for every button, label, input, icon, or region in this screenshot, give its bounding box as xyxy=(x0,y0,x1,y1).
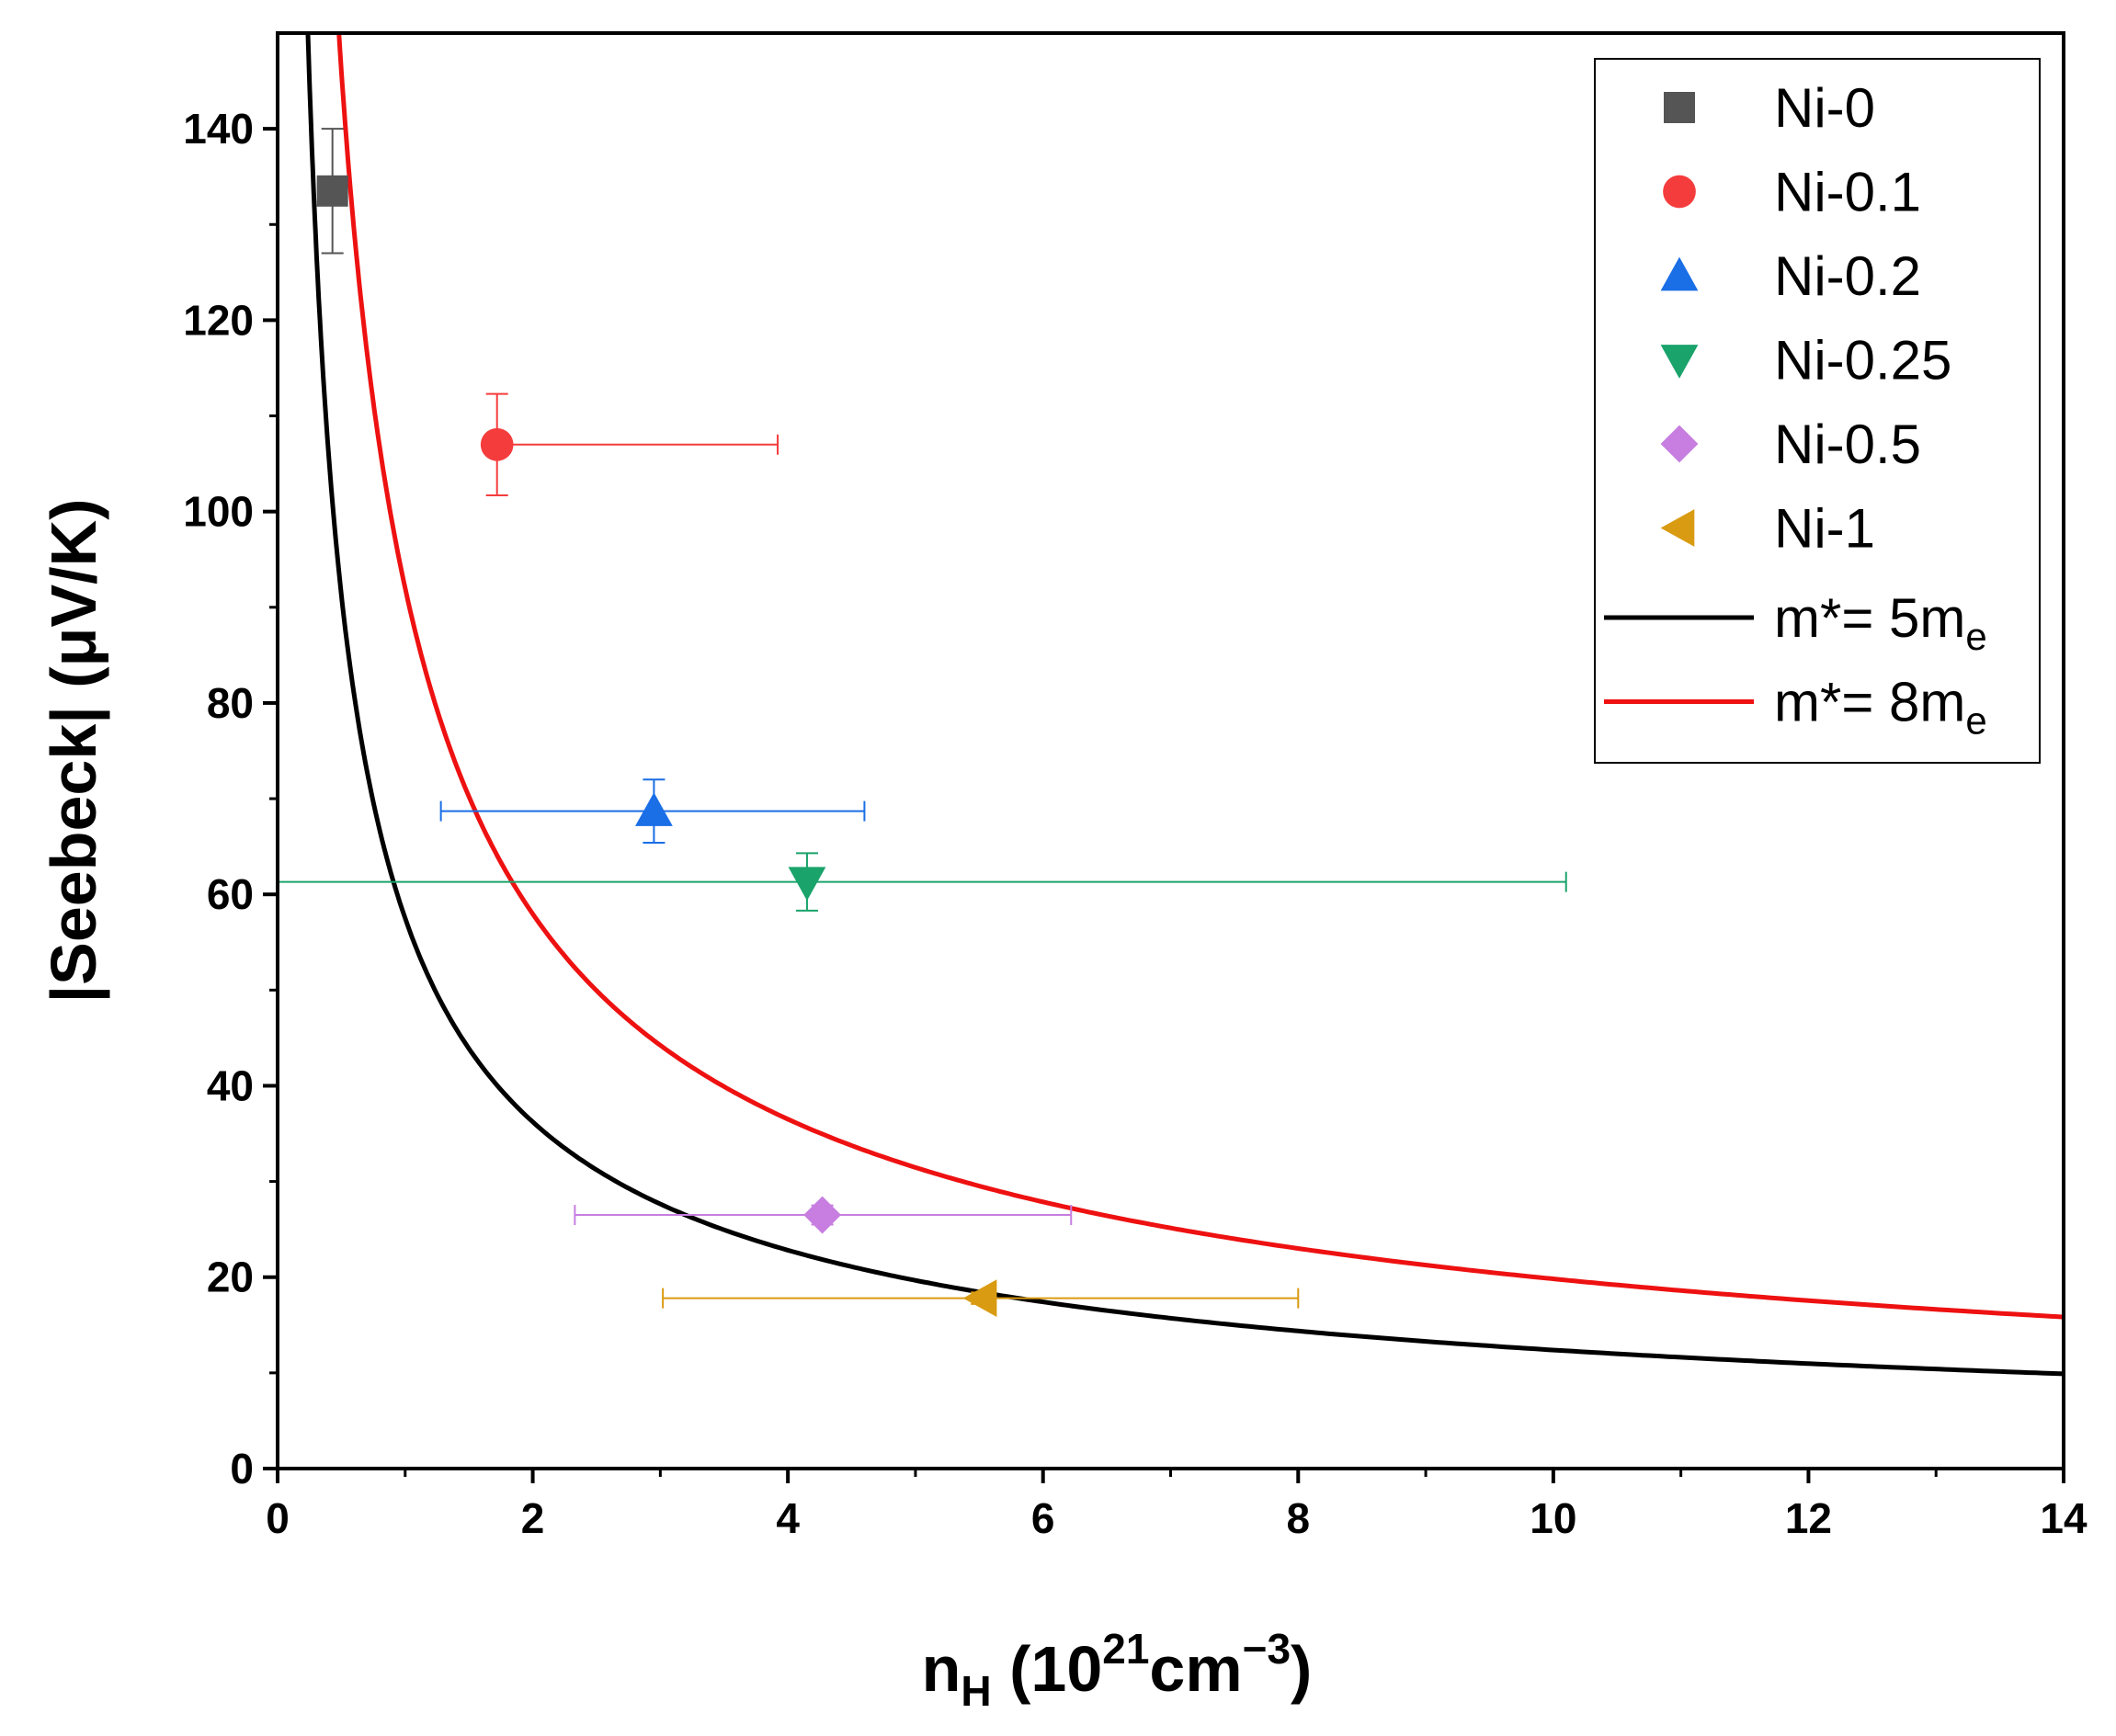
x-tick-label: 14 xyxy=(2040,1494,2088,1542)
legend-label: m*= 5me xyxy=(1774,587,1987,658)
legend-symbol xyxy=(1663,175,1696,209)
x-tick-label: 12 xyxy=(1785,1494,1832,1542)
legend-symbol xyxy=(1660,509,1695,547)
legend-box xyxy=(1594,58,2041,764)
legend-label: Ni-0.2 xyxy=(1774,245,1921,307)
series-ni-01 xyxy=(480,392,779,496)
x-tick-label: 0 xyxy=(266,1494,290,1542)
y-tick-label: 80 xyxy=(207,679,254,727)
x-tick-label: 10 xyxy=(1530,1494,1576,1542)
marker-circle xyxy=(480,427,514,461)
curve-m5 xyxy=(305,33,2064,1377)
marker-triangle-down xyxy=(788,867,826,902)
y-tick-label: 20 xyxy=(207,1254,254,1301)
legend-label: Ni-0.25 xyxy=(1774,330,1951,391)
y-tick-label: 140 xyxy=(183,105,254,153)
legend-symbol xyxy=(1660,425,1699,463)
series-ni-02 xyxy=(439,778,866,844)
model-curves xyxy=(305,33,2064,1377)
legend-symbol xyxy=(1664,92,1695,123)
marker-square xyxy=(316,175,348,207)
y-tick-label: 60 xyxy=(207,870,254,918)
y-tick-label: 40 xyxy=(207,1061,254,1109)
legend-curve-label: m*= 8m xyxy=(1774,672,1965,733)
curve-m8 xyxy=(336,33,2064,1320)
legend-curve-subscript: e xyxy=(1965,699,1986,743)
marker-triangle-up xyxy=(635,792,673,826)
legend-curve-subscript: e xyxy=(1965,615,1986,658)
legend-label: Ni-0.1 xyxy=(1774,162,1921,223)
x-tick-label: 8 xyxy=(1286,1494,1310,1542)
data-points xyxy=(278,128,1567,1318)
legend-label: Ni-0 xyxy=(1774,77,1875,139)
series-ni-025 xyxy=(278,852,1567,912)
legend-label: Ni-1 xyxy=(1774,498,1875,560)
x-tick-label: 2 xyxy=(521,1494,545,1542)
legend-curve-label: m*= 5m xyxy=(1774,587,1965,649)
x-tick-label: 4 xyxy=(776,1494,800,1542)
legend-symbol xyxy=(1660,345,1699,379)
series-ni-1 xyxy=(662,1279,1300,1318)
series-ni-05 xyxy=(574,1196,1073,1234)
x-axis-title: nH (1021cm−3) xyxy=(922,1625,1313,1715)
x-tick-label: 6 xyxy=(1031,1494,1055,1542)
marker-triangle-left xyxy=(962,1279,997,1318)
y-axis-title: |Seebeck| (μV/K) xyxy=(38,499,110,1004)
legend-symbol xyxy=(1660,256,1699,291)
y-tick-label: 100 xyxy=(183,488,254,536)
y-tick-label: 0 xyxy=(230,1445,254,1492)
legend-label: m*= 8me xyxy=(1774,672,1987,743)
series-ni-0 xyxy=(316,128,348,255)
legend-label: Ni-0.5 xyxy=(1774,414,1921,475)
marker-diamond xyxy=(803,1196,842,1234)
y-tick-label: 120 xyxy=(183,296,254,344)
